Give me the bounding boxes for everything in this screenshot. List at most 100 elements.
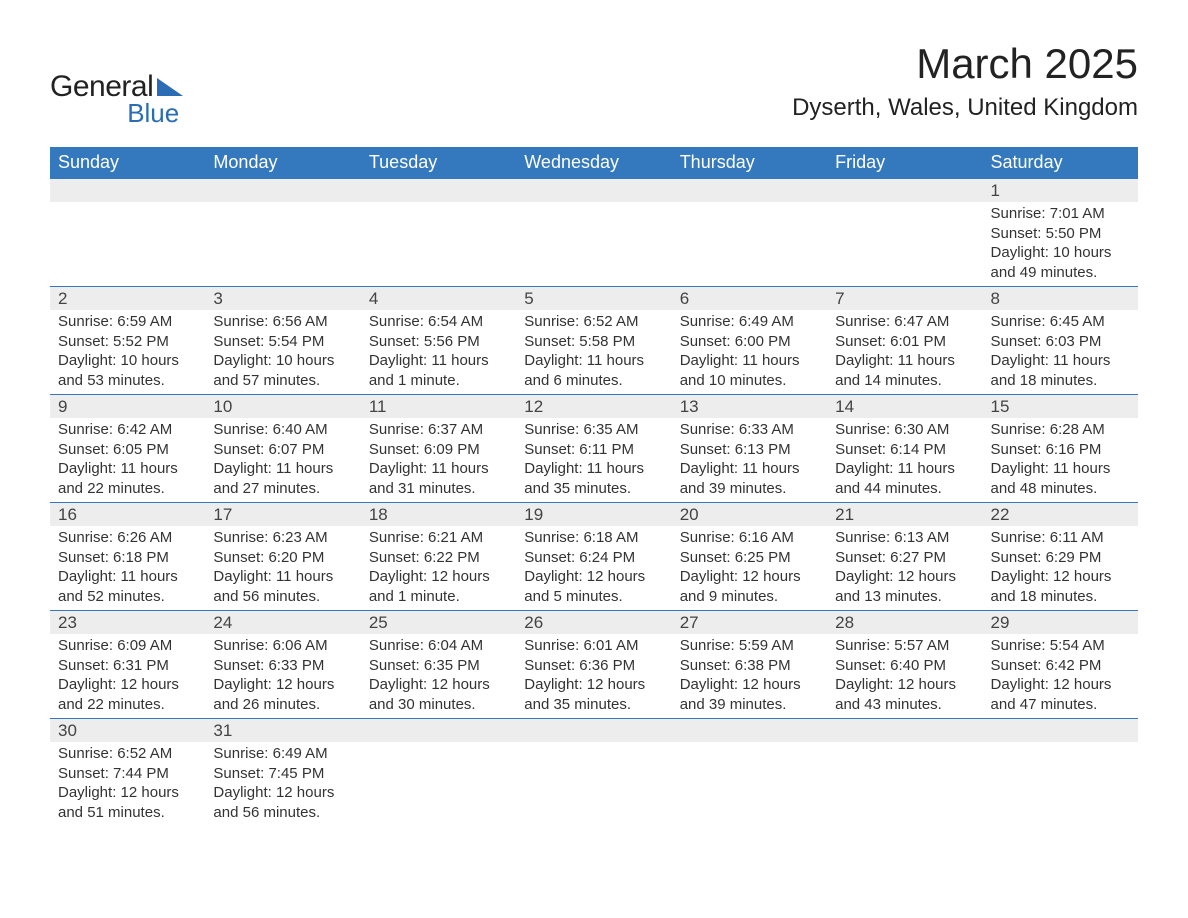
day-day2: and 53 minutes. (58, 371, 197, 391)
day-sunrise: Sunrise: 6:28 AM (991, 420, 1130, 440)
day-data: Sunrise: 6:21 AMSunset: 6:22 PMDaylight:… (361, 526, 516, 610)
day-day1: Daylight: 11 hours (213, 459, 352, 479)
weekday-wednesday: Wednesday (516, 147, 671, 179)
day-number: 2 (50, 287, 205, 310)
day-sunset: Sunset: 5:50 PM (991, 224, 1130, 244)
day-cell-num (672, 179, 827, 203)
day-sunset: Sunset: 7:44 PM (58, 764, 197, 784)
day-data: Sunrise: 6:28 AMSunset: 6:16 PMDaylight:… (983, 418, 1138, 502)
day-data: Sunrise: 6:06 AMSunset: 6:33 PMDaylight:… (205, 634, 360, 718)
day-sunset: Sunset: 6:16 PM (991, 440, 1130, 460)
day-data (983, 771, 1138, 797)
day-day2: and 26 minutes. (213, 695, 352, 715)
day-number: 17 (205, 503, 360, 526)
day-sunrise: Sunrise: 6:01 AM (524, 636, 663, 656)
day-cell-data: Sunrise: 5:54 AMSunset: 6:42 PMDaylight:… (983, 634, 1138, 719)
day-day1: Daylight: 12 hours (524, 675, 663, 695)
day-day2: and 1 minute. (369, 371, 508, 391)
day-data: Sunrise: 6:52 AMSunset: 5:58 PMDaylight:… (516, 310, 671, 394)
day-cell-data: Sunrise: 6:16 AMSunset: 6:25 PMDaylight:… (672, 526, 827, 611)
day-cell-data: Sunrise: 6:40 AMSunset: 6:07 PMDaylight:… (205, 418, 360, 503)
day-number: 19 (516, 503, 671, 526)
day-day1: Daylight: 11 hours (58, 567, 197, 587)
day-data (516, 771, 671, 797)
day-day1: Daylight: 11 hours (213, 567, 352, 587)
day-number: 20 (672, 503, 827, 526)
day-cell-data (672, 202, 827, 287)
day-data: Sunrise: 6:23 AMSunset: 6:20 PMDaylight:… (205, 526, 360, 610)
day-cell-data: Sunrise: 6:42 AMSunset: 6:05 PMDaylight:… (50, 418, 205, 503)
day-day1: Daylight: 12 hours (680, 567, 819, 587)
week-data-row: Sunrise: 7:01 AMSunset: 5:50 PMDaylight:… (50, 202, 1138, 287)
day-number: 29 (983, 611, 1138, 634)
day-day1: Daylight: 11 hours (835, 459, 974, 479)
day-day1: Daylight: 11 hours (680, 351, 819, 371)
day-sunrise: Sunrise: 6:35 AM (524, 420, 663, 440)
day-data (516, 231, 671, 257)
month-title: March 2025 (792, 40, 1138, 88)
day-cell-num: 19 (516, 503, 671, 527)
day-data (827, 231, 982, 257)
day-day1: Daylight: 12 hours (991, 567, 1130, 587)
day-day2: and 13 minutes. (835, 587, 974, 607)
day-cell-num (361, 719, 516, 743)
day-number: 6 (672, 287, 827, 310)
day-cell-data: Sunrise: 6:47 AMSunset: 6:01 PMDaylight:… (827, 310, 982, 395)
day-cell-num: 23 (50, 611, 205, 635)
day-data: Sunrise: 6:11 AMSunset: 6:29 PMDaylight:… (983, 526, 1138, 610)
brand-triangle-icon (157, 78, 183, 96)
day-sunrise: Sunrise: 6:47 AM (835, 312, 974, 332)
day-sunrise: Sunrise: 6:26 AM (58, 528, 197, 548)
day-cell-data: Sunrise: 6:35 AMSunset: 6:11 PMDaylight:… (516, 418, 671, 503)
day-number: 10 (205, 395, 360, 418)
day-day1: Daylight: 11 hours (58, 459, 197, 479)
day-sunrise: Sunrise: 6:52 AM (58, 744, 197, 764)
day-sunset: Sunset: 6:20 PM (213, 548, 352, 568)
day-cell-data: Sunrise: 6:13 AMSunset: 6:27 PMDaylight:… (827, 526, 982, 611)
day-data: Sunrise: 6:47 AMSunset: 6:01 PMDaylight:… (827, 310, 982, 394)
day-day2: and 35 minutes. (524, 479, 663, 499)
day-sunset: Sunset: 6:33 PM (213, 656, 352, 676)
day-sunset: Sunset: 6:03 PM (991, 332, 1130, 352)
day-number: 12 (516, 395, 671, 418)
day-day2: and 56 minutes. (213, 587, 352, 607)
day-cell-num: 30 (50, 719, 205, 743)
day-cell-num: 21 (827, 503, 982, 527)
day-sunset: Sunset: 6:25 PM (680, 548, 819, 568)
day-sunset: Sunset: 7:45 PM (213, 764, 352, 784)
day-number (672, 719, 827, 742)
day-number: 13 (672, 395, 827, 418)
day-day1: Daylight: 11 hours (524, 459, 663, 479)
day-day1: Daylight: 11 hours (991, 459, 1130, 479)
day-data (50, 231, 205, 257)
day-cell-data: Sunrise: 5:57 AMSunset: 6:40 PMDaylight:… (827, 634, 982, 719)
day-sunset: Sunset: 6:14 PM (835, 440, 974, 460)
day-day1: Daylight: 12 hours (369, 675, 508, 695)
day-day2: and 48 minutes. (991, 479, 1130, 499)
day-cell-num: 4 (361, 287, 516, 311)
day-cell-data: Sunrise: 6:30 AMSunset: 6:14 PMDaylight:… (827, 418, 982, 503)
day-sunset: Sunset: 6:09 PM (369, 440, 508, 460)
day-cell-data: Sunrise: 6:54 AMSunset: 5:56 PMDaylight:… (361, 310, 516, 395)
day-sunset: Sunset: 6:27 PM (835, 548, 974, 568)
day-sunset: Sunset: 6:11 PM (524, 440, 663, 460)
brand-logo: General Blue (50, 70, 183, 129)
day-data (205, 231, 360, 257)
day-number: 4 (361, 287, 516, 310)
weekday-tuesday: Tuesday (361, 147, 516, 179)
day-cell-num: 6 (672, 287, 827, 311)
day-data (672, 771, 827, 797)
day-sunrise: Sunrise: 6:04 AM (369, 636, 508, 656)
day-number: 18 (361, 503, 516, 526)
day-sunset: Sunset: 6:22 PM (369, 548, 508, 568)
day-number (672, 179, 827, 202)
day-cell-data: Sunrise: 6:45 AMSunset: 6:03 PMDaylight:… (983, 310, 1138, 395)
day-number: 8 (983, 287, 1138, 310)
day-sunset: Sunset: 6:24 PM (524, 548, 663, 568)
day-cell-num: 28 (827, 611, 982, 635)
day-day2: and 18 minutes. (991, 371, 1130, 391)
day-data: Sunrise: 5:57 AMSunset: 6:40 PMDaylight:… (827, 634, 982, 718)
weekday-header-row: Sunday Monday Tuesday Wednesday Thursday… (50, 147, 1138, 179)
day-cell-num (516, 179, 671, 203)
week-daynum-row: 2345678 (50, 287, 1138, 311)
